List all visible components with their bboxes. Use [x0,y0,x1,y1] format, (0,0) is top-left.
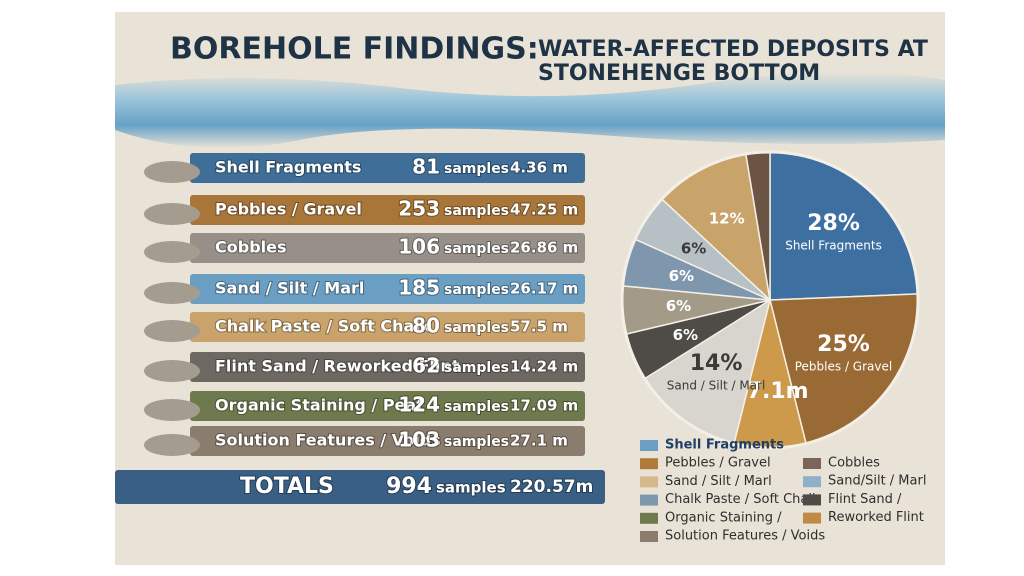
row-unit: samples [444,399,509,415]
rock-icon [144,241,200,263]
row-unit: samples [444,241,509,257]
slice-name: Pebbles / Gravel [795,359,892,373]
row-length: 57.5 m [510,318,568,336]
row-count: 103 [398,428,440,452]
row-name: Chalk Paste / Soft Chalk [215,317,431,336]
row-stripe [190,391,585,421]
row-stripe [190,195,585,225]
legend-label: Cobbles [828,456,880,471]
row-count: 106 [398,235,440,259]
row-name: Shell Fragments [215,158,361,177]
slice-value-label: 12% [709,210,745,228]
title-line: STONEHENGE BOTTOM [538,61,820,86]
row-count: 80 [412,314,440,338]
slice-value-label: 14% [690,351,743,376]
rock-icon [144,282,200,304]
totals-stripe [115,470,605,504]
legend-swatch [640,512,658,524]
title-main: BOREHOLE FINDINGS: [170,32,539,67]
row-unit: samples [444,434,509,450]
legend-label: Chalk Paste / Soft Chalk [665,492,820,507]
totals-length: 220.57m [510,477,593,497]
rock-icon [144,203,200,225]
legend-label: Pebbles / Gravel [665,456,771,471]
slice-value-label: 6% [673,326,698,344]
row-count: 81 [412,155,440,179]
slice-value-label: 28% [807,211,860,236]
legend-label: Sand/Silt / Marl [828,474,926,489]
row-count: 185 [398,276,440,300]
totals-unit: samples [436,479,506,497]
slice-value-label: 6% [666,297,691,315]
slice-value-label: 25% [817,332,870,357]
row-name: Solution Features / Voids [215,431,441,450]
legend-swatch [640,531,658,542]
legend-swatch [640,476,658,488]
title-line: WATER-AFFECTED DEPOSITS AT [538,37,928,62]
legend-swatch [803,512,821,524]
rock-icon [144,434,200,456]
row-stripe [190,312,585,342]
row-name: Cobbles [215,238,287,257]
row-length: 26.86 m [510,239,578,257]
legend-swatch [640,494,658,506]
totals-count: 994 [386,474,432,499]
legend-label: Sand / Silt / Marl [665,474,772,489]
legend-swatch [803,458,821,469]
slice-value-label: 6% [669,267,694,285]
row-unit: samples [444,360,509,376]
legend-swatch [803,476,821,488]
totals-label: TOTALS [240,474,334,499]
legend-label: Flint Sand / [828,492,902,507]
row-length: 17.09 m [510,397,578,415]
legend-label: Shell Fragments [665,438,784,453]
row-name: Organic Staining / Peat [215,396,424,415]
rock-icon [144,399,200,421]
row-stripe [190,153,585,183]
row-stripe [190,426,585,456]
row-unit: samples [444,161,509,177]
legend-label: Solution Features / Voids [665,529,825,544]
row-unit: samples [444,282,509,298]
row-length: 4.36 m [510,159,568,177]
water-band [115,71,945,148]
legend-swatch [803,494,821,506]
rock-icon [144,360,200,382]
row-unit: samples [444,320,509,336]
row-length: 14.24 m [510,358,578,376]
row-count: 62 [412,354,440,378]
row-name: Pebbles / Gravel [215,200,362,219]
legend-label: Reworked Flint [828,510,924,525]
row-count: 253 [398,197,440,221]
row-name: Sand / Silt / Marl [215,279,364,298]
legend-swatch [640,458,658,470]
row-unit: samples [444,203,509,219]
slice-name: Shell Fragments [785,238,882,252]
rock-icon [144,161,200,183]
row-length: 47.25 m [510,201,578,219]
row-stripe [190,233,585,263]
slice-value-label: 6% [681,240,706,258]
row-stripe [190,352,585,382]
legend-swatch [640,440,658,451]
pie-rim [620,150,920,450]
row-stripe [190,274,585,304]
slice-name: Sand / Silt / Marl [667,379,766,393]
row-length: 26.17 m [510,280,578,298]
row-length: 27.1 m [510,432,568,450]
legend-label: Organic Staining / [665,510,782,525]
rock-icon [144,320,200,342]
row-count: 124 [398,393,440,417]
row-name: Flint Sand / Reworked Flint [215,357,460,376]
